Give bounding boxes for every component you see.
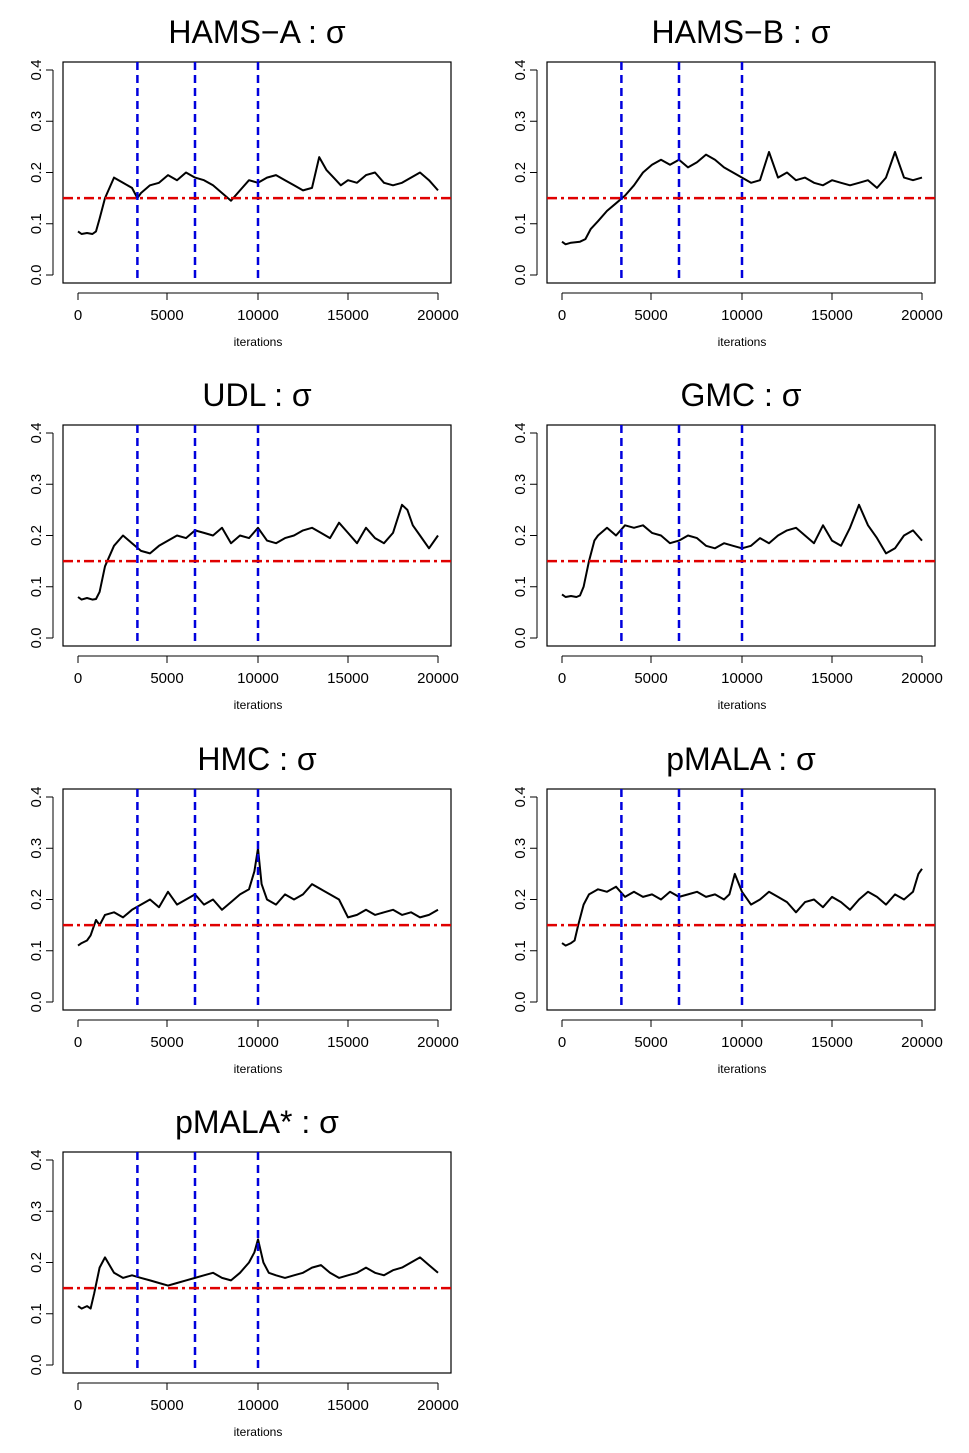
y-tick-label: 0.1 (512, 576, 529, 597)
y-tick-label: 0.2 (512, 525, 529, 546)
panel-3: UDL : σ 0 5000 10000 15000 20000 iterations 0.0… (28, 377, 459, 712)
x-tick-label: 15000 (327, 1397, 369, 1414)
x-tick-label: 20000 (901, 1034, 943, 1051)
y-tick-label: 0.0 (28, 265, 45, 286)
x-tick-label: 5000 (634, 307, 667, 324)
x-tick-label: 5000 (150, 1397, 183, 1414)
panel-2: HAMS−B : σ 0 5000 10000 15000 20000 iterations… (512, 14, 943, 349)
y-tick-label: 0.1 (512, 213, 529, 234)
x-tick-label: 5000 (634, 1034, 667, 1051)
y-tick-label: 0.1 (512, 940, 529, 961)
x-tick-label: 0 (74, 307, 82, 324)
y-tick-label: 0.2 (28, 1252, 45, 1273)
x-tick-label: 15000 (811, 307, 853, 324)
x-tick-label: 10000 (237, 1034, 279, 1051)
x-tick-label: 20000 (417, 670, 459, 687)
sigma-trace-line (561, 503, 923, 598)
x-axis-label: iterations (234, 335, 283, 349)
panel-title: HMC : σ (197, 741, 317, 777)
panel-title: pMALA : σ (666, 741, 816, 777)
x-tick-label: 5000 (150, 307, 183, 324)
y-tick-label: 0.3 (28, 474, 45, 495)
y-tick-label: 0.3 (28, 111, 45, 132)
y-tick-label: 0.4 (28, 1150, 45, 1171)
x-axis-label: iterations (234, 1425, 283, 1439)
y-tick-label: 0.2 (28, 525, 45, 546)
x-tick-label: 10000 (721, 670, 763, 687)
x-tick-label: 10000 (237, 307, 279, 324)
y-tick-label: 0.4 (512, 787, 529, 808)
y-tick-label: 0.1 (28, 1303, 45, 1324)
x-tick-label: 0 (74, 1034, 82, 1051)
x-tick-label: 15000 (811, 670, 853, 687)
x-tick-label: 15000 (811, 1034, 853, 1051)
panel-7: pMALA* : σ 0 5000 10000 15000 20000 iterations… (28, 1104, 459, 1439)
sigma-trace-line (77, 1238, 439, 1310)
y-tick-label: 0.1 (28, 940, 45, 961)
y-tick-label: 0.0 (512, 628, 529, 649)
x-axis-label: iterations (234, 1062, 283, 1076)
y-tick-label: 0.4 (28, 787, 45, 808)
y-tick-label: 0.2 (28, 889, 45, 910)
x-tick-label: 5000 (150, 1034, 183, 1051)
x-tick-label: 5000 (634, 670, 667, 687)
y-tick-label: 0.3 (512, 474, 529, 495)
x-tick-label: 10000 (721, 1034, 763, 1051)
x-tick-label: 20000 (417, 1397, 459, 1414)
y-tick-label: 0.1 (28, 213, 45, 234)
x-tick-label: 20000 (417, 307, 459, 324)
panel-title: HAMS−A : σ (168, 14, 345, 50)
x-tick-label: 10000 (721, 307, 763, 324)
sigma-trace-line (77, 847, 439, 947)
x-tick-label: 15000 (327, 1034, 369, 1051)
x-axis-label: iterations (718, 335, 767, 349)
y-tick-label: 0.3 (28, 838, 45, 859)
y-tick-label: 0.4 (28, 60, 45, 81)
sigma-trace-line (561, 868, 923, 947)
x-tick-label: 20000 (417, 1034, 459, 1051)
panel-5: HMC : σ 0 5000 10000 15000 20000 iterations 0.0… (28, 741, 459, 1076)
y-tick-label: 0.2 (512, 889, 529, 910)
y-tick-label: 0.0 (28, 992, 45, 1013)
y-tick-label: 0.4 (28, 423, 45, 444)
x-axis-label: iterations (234, 698, 283, 712)
sigma-trace-line (77, 503, 439, 601)
panel-title: UDL : σ (202, 377, 312, 413)
sigma-trace-line (561, 151, 923, 246)
panel-title: HAMS−B : σ (652, 14, 831, 50)
panel-6: pMALA : σ 0 5000 10000 15000 20000 iterations 0… (512, 741, 943, 1076)
x-tick-label: 0 (74, 670, 82, 687)
x-tick-label: 15000 (327, 670, 369, 687)
y-tick-label: 0.0 (512, 992, 529, 1013)
y-tick-label: 0.4 (512, 60, 529, 81)
y-tick-label: 0.0 (28, 628, 45, 649)
y-tick-label: 0.4 (512, 423, 529, 444)
x-tick-label: 0 (558, 307, 566, 324)
panel-title: GMC : σ (680, 377, 801, 413)
x-tick-label: 0 (558, 1034, 566, 1051)
x-tick-label: 5000 (150, 670, 183, 687)
x-tick-label: 20000 (901, 307, 943, 324)
sigma-trace-line (77, 156, 439, 235)
y-tick-label: 0.0 (512, 265, 529, 286)
panel-title: pMALA* : σ (175, 1104, 339, 1140)
y-tick-label: 0.0 (28, 1355, 45, 1376)
x-tick-label: 20000 (901, 670, 943, 687)
panel-1: HAMS−A : σ 0 5000 10000 15000 20000 iterations… (28, 14, 459, 349)
y-tick-label: 0.2 (28, 162, 45, 183)
x-tick-label: 10000 (237, 1397, 279, 1414)
y-tick-label: 0.2 (512, 162, 529, 183)
y-tick-label: 0.3 (28, 1201, 45, 1222)
y-tick-label: 0.3 (512, 838, 529, 859)
x-tick-label: 10000 (237, 670, 279, 687)
x-axis-label: iterations (718, 1062, 767, 1076)
x-tick-label: 15000 (327, 307, 369, 324)
x-tick-label: 0 (74, 1397, 82, 1414)
y-tick-label: 0.1 (28, 576, 45, 597)
x-tick-label: 0 (558, 670, 566, 687)
panel-4: GMC : σ 0 5000 10000 15000 20000 iterations 0.0… (512, 377, 943, 712)
y-tick-label: 0.3 (512, 111, 529, 132)
x-axis-label: iterations (718, 698, 767, 712)
